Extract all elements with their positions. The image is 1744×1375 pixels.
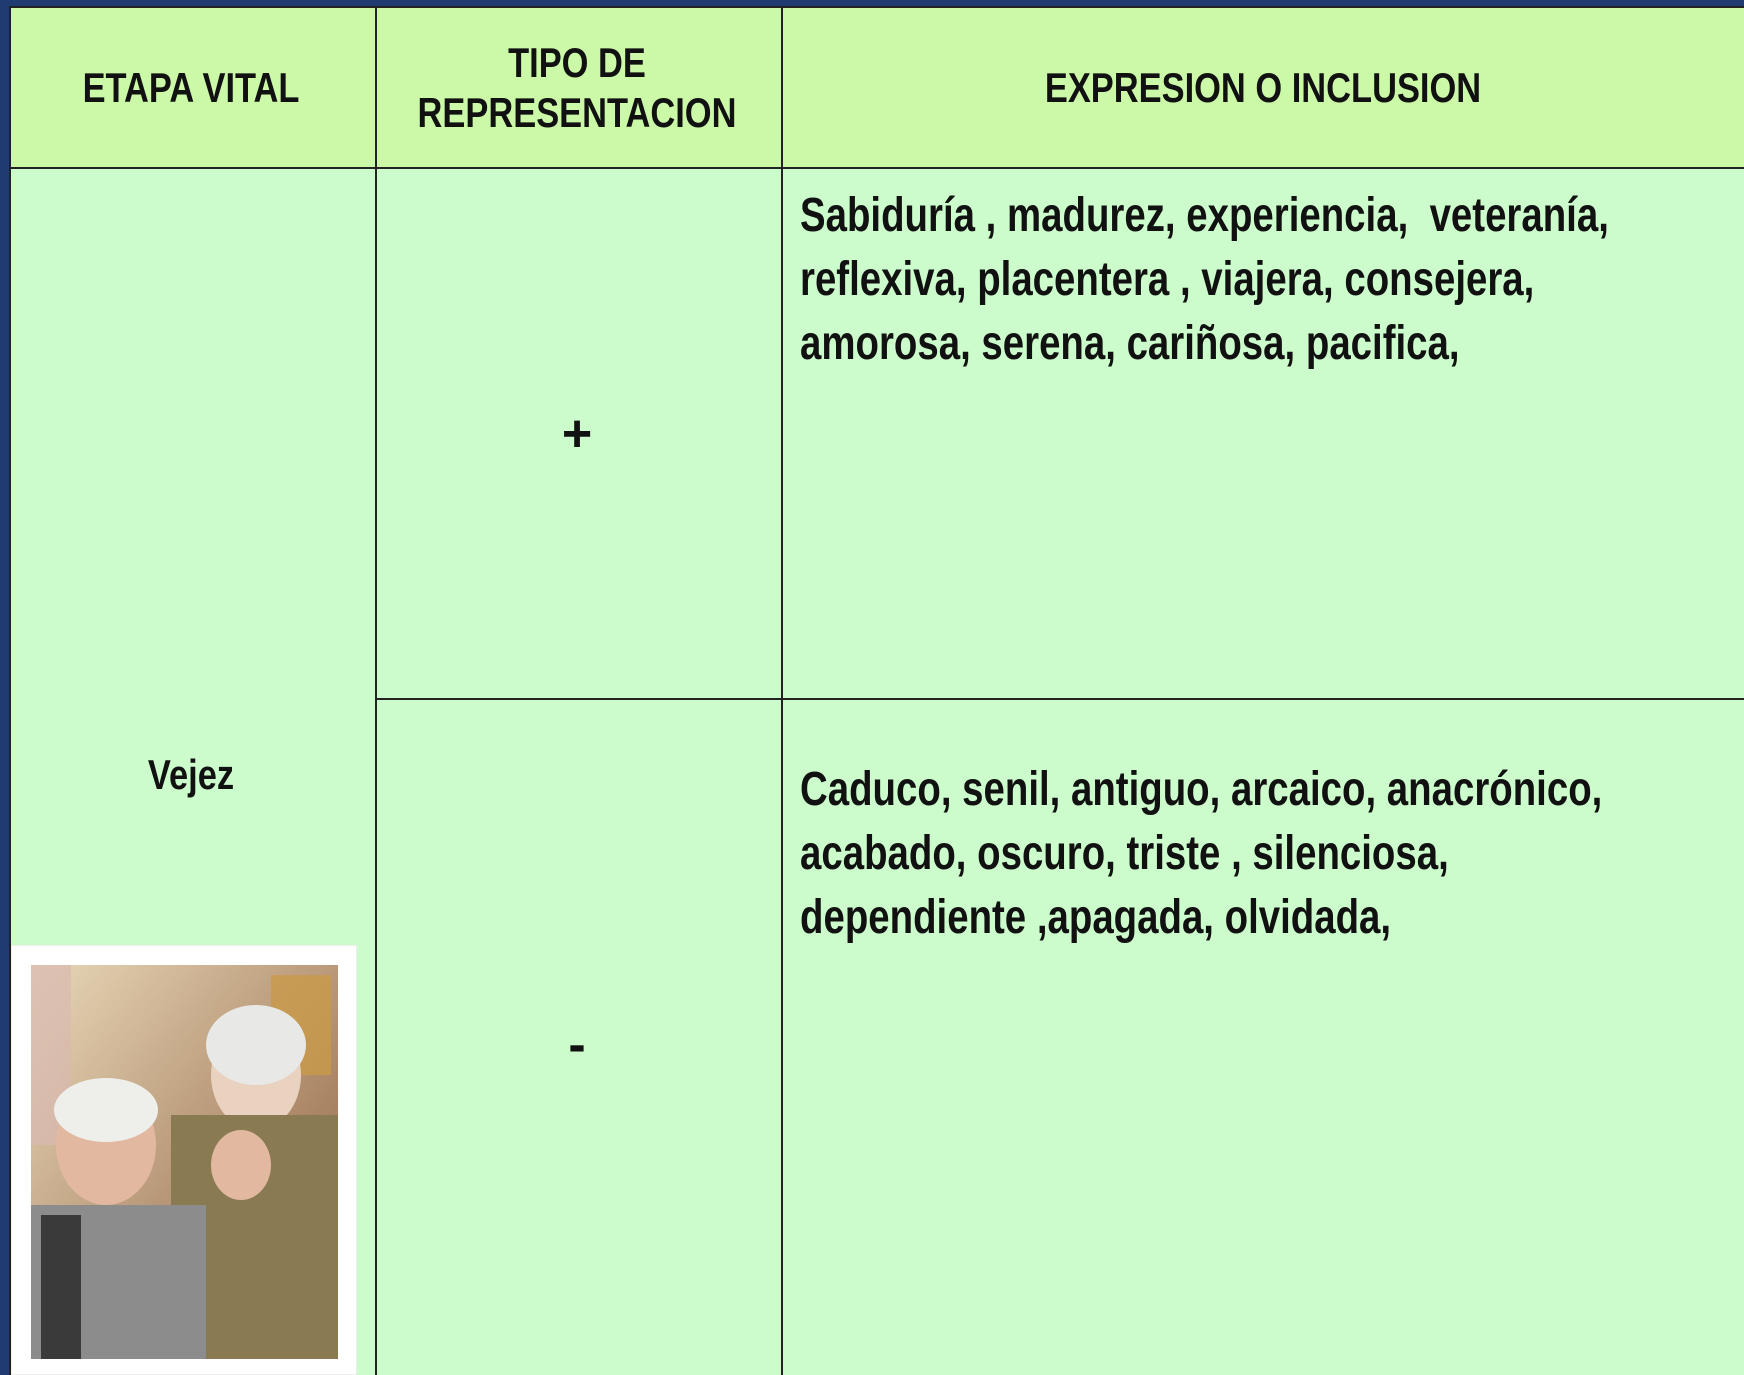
expression-text: Sabiduría , madurez, experiencia, vetera… xyxy=(800,184,1609,376)
photo xyxy=(11,945,357,1375)
expression-line: dependiente ,apagada, olvidada, xyxy=(800,891,1392,944)
header-cell xyxy=(9,6,377,169)
expression-line: acabado, oscuro, triste , silenciosa, xyxy=(800,827,1449,880)
stage-label: Vejez xyxy=(147,751,235,798)
header-cell xyxy=(375,6,783,169)
type-cell xyxy=(375,698,783,1375)
column-header: TIPO DE REPRESENTACION xyxy=(417,39,737,136)
header-cell xyxy=(781,6,1744,169)
expression-text: Caduco, senil, antiguo, arcaico, anacrón… xyxy=(800,758,1602,950)
type-symbol: + xyxy=(561,405,593,463)
column-header: ETAPA VITAL xyxy=(82,64,300,111)
type-cell xyxy=(375,167,783,700)
expression-line: Caduco, senil, antiguo, arcaico, anacrón… xyxy=(800,763,1603,816)
type-symbol: - xyxy=(568,1016,586,1074)
expression-line: reflexiva, placentera , viajera, conseje… xyxy=(800,253,1535,306)
expression-line: amorosa, serena, cariñosa, pacifica, xyxy=(800,317,1460,370)
column-header: EXPRESION O INCLUSION xyxy=(1044,64,1482,111)
expression-line: Sabiduría , madurez, experiencia, vetera… xyxy=(800,189,1609,242)
expression-cell xyxy=(781,698,1744,1375)
